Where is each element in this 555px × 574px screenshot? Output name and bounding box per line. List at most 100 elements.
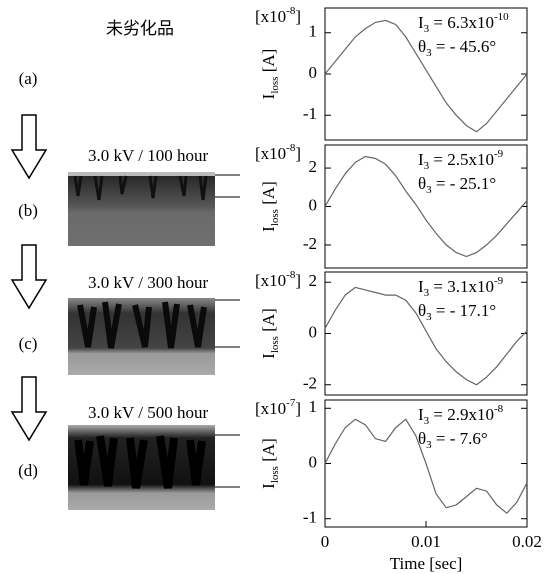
- text-segment: 3: [424, 23, 430, 35]
- text-segment: -8: [286, 269, 296, 281]
- y-tick-label: 2: [309, 157, 318, 176]
- annotation: θ3 = - 45.6°: [418, 37, 496, 59]
- y-axis-label: Iloss [A]: [259, 49, 281, 100]
- text-segment: 3: [424, 415, 430, 427]
- text-segment: I: [418, 13, 424, 32]
- y-tick-label: -1: [303, 508, 317, 527]
- annotation: I3 = 2.5x10-9: [418, 148, 504, 172]
- text-segment: = 3.1x10: [429, 277, 494, 296]
- text-segment: = 2.5x10: [429, 150, 494, 169]
- y-tick-label: 1: [309, 397, 318, 416]
- y-axis-label: Iloss [A]: [259, 438, 281, 489]
- text-segment: = - 7.6°: [432, 429, 488, 448]
- text-segment: loss: [269, 466, 281, 483]
- text-segment: θ: [418, 429, 426, 448]
- x-tick-label: 0.02: [512, 532, 542, 551]
- annotation: I3 = 3.1x10-9: [418, 275, 504, 299]
- annotation: I3 = 2.9x10-8: [418, 403, 504, 427]
- text-segment: θ: [418, 301, 426, 320]
- y-tick-label: -2: [303, 374, 317, 393]
- y-tick-label: -1: [303, 104, 317, 123]
- text-segment: I: [259, 353, 278, 359]
- text-segment: [A]: [259, 49, 278, 77]
- micrograph: [68, 298, 215, 375]
- x-tick-label: 0: [321, 532, 330, 551]
- y-tick-label: 0: [309, 452, 318, 471]
- text-segment: ]: [295, 399, 301, 418]
- text-segment: -8: [494, 403, 504, 415]
- text-segment: ]: [295, 7, 301, 26]
- text-segment: 3: [426, 47, 432, 59]
- text-segment: = - 45.6°: [432, 37, 497, 56]
- text-segment: [A]: [259, 181, 278, 209]
- header-title: 未劣化品: [106, 19, 174, 38]
- text-segment: I: [418, 405, 424, 424]
- text-segment: -7: [286, 397, 296, 409]
- y-tick-label: -2: [303, 234, 317, 253]
- text-segment: = 6.3x10: [429, 13, 494, 32]
- y-tick-label: 0: [309, 195, 318, 214]
- condition-label: 3.0 kV / 300 hour: [88, 273, 208, 292]
- micrograph: [68, 172, 215, 246]
- annotation: θ3 = - 17.1°: [418, 301, 496, 323]
- annotation: I3 = 6.3x10-10: [418, 11, 509, 35]
- x-axis-label: Time [sec]: [390, 554, 463, 573]
- text-segment: I: [418, 150, 424, 169]
- arrow: [10, 244, 48, 310]
- text-segment: [A]: [259, 438, 278, 466]
- condition-label: 3.0 kV / 100 hour: [88, 146, 208, 165]
- axis-scale: [x10-8]: [255, 5, 301, 26]
- text-segment: = 2.9x10: [429, 405, 494, 424]
- text-segment: loss: [269, 209, 281, 226]
- text-segment: = - 25.1°: [432, 174, 497, 193]
- text-segment: ]: [295, 271, 301, 290]
- x-tick-label: 0.01: [411, 532, 441, 551]
- text-segment: loss: [269, 77, 281, 94]
- y-tick-label: 0: [309, 63, 318, 82]
- text-segment: -8: [286, 5, 296, 17]
- axis-scale: [x10-8]: [255, 269, 301, 290]
- text-segment: [x10: [255, 144, 286, 163]
- annotation: θ3 = - 25.1°: [418, 174, 496, 196]
- arrow: [10, 114, 48, 180]
- micrograph: [68, 425, 215, 510]
- text-segment: θ: [418, 174, 426, 193]
- annotation: θ3 = - 7.6°: [418, 429, 488, 451]
- text-segment: -9: [494, 275, 504, 287]
- text-segment: ]: [295, 144, 301, 163]
- axis-scale: [x10-7]: [255, 397, 301, 418]
- text-segment: [A]: [259, 308, 278, 336]
- text-segment: 3: [426, 439, 432, 451]
- panel-label: (c): [19, 334, 38, 353]
- waveform: [324, 418, 528, 515]
- y-axis-label: Iloss [A]: [259, 181, 281, 232]
- axis-scale: [x10-8]: [255, 142, 301, 163]
- text-segment: loss: [269, 336, 281, 353]
- text-segment: 3: [426, 184, 432, 196]
- condition-label: 3.0 kV / 500 hour: [88, 403, 208, 422]
- y-axis-label: Iloss [A]: [259, 308, 281, 359]
- text-segment: [x10: [255, 399, 286, 418]
- text-segment: -9: [494, 148, 504, 160]
- panel-label: (b): [18, 201, 38, 220]
- text-segment: I: [259, 226, 278, 232]
- text-segment: [x10: [255, 271, 286, 290]
- text-segment: -10: [494, 11, 509, 23]
- waveform: [324, 286, 528, 386]
- text-segment: I: [418, 277, 424, 296]
- text-segment: 3: [424, 160, 430, 172]
- text-segment: = - 17.1°: [432, 301, 497, 320]
- text-segment: I: [259, 483, 278, 489]
- text-segment: [x10: [255, 7, 286, 26]
- text-segment: I: [259, 93, 278, 99]
- waveform: [324, 155, 528, 258]
- y-tick-label: 0: [309, 322, 318, 341]
- panel-label: (d): [18, 461, 38, 480]
- waveform: [324, 19, 528, 133]
- text-segment: 3: [426, 311, 432, 323]
- y-tick-label: 1: [309, 22, 318, 41]
- text-segment: -8: [286, 142, 296, 154]
- arrow: [10, 376, 48, 442]
- panel-label: (a): [19, 69, 38, 88]
